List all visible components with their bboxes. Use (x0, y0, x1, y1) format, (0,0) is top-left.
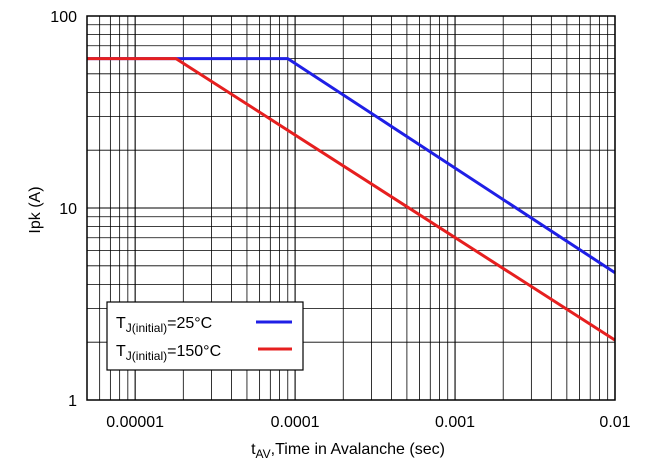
x-axis-label-rest: ,Time in Avalanche (sec) (271, 441, 445, 458)
series-line-1 (87, 57, 616, 342)
x-tick-label: 0.01 (599, 414, 630, 431)
x-axis-label-sub: AV (256, 447, 271, 461)
x-axis-label-main: t (251, 441, 256, 458)
x-tick-labels: 0.00001 0.0001 0.001 0.01 (106, 414, 630, 431)
y-axis-label: Ipk (A) (27, 186, 44, 233)
y-tick-label: 100 (50, 9, 77, 26)
x-tick-label: 0.001 (435, 414, 475, 431)
plot-frame (86, 15, 616, 401)
x-tick-label: 0.00001 (106, 414, 164, 431)
y-tick-label: 10 (59, 201, 77, 218)
legend-label-150c: TJ(initial)=150°C (116, 343, 221, 363)
y-tick-labels: 1 10 100 (50, 9, 77, 410)
x-axis-label: tAV,Time in Avalanche (sec) (251, 441, 445, 461)
legend-label-25c: TJ(initial)=25°C (116, 315, 212, 335)
series-lines (87, 57, 616, 342)
legend: TJ(initial)=25°C TJ(initial)=150°C (106, 301, 304, 371)
series-line-0 (87, 57, 616, 275)
legend-box (106, 301, 304, 371)
y-tick-label: 1 (68, 393, 77, 410)
x-tick-label: 0.0001 (271, 414, 320, 431)
